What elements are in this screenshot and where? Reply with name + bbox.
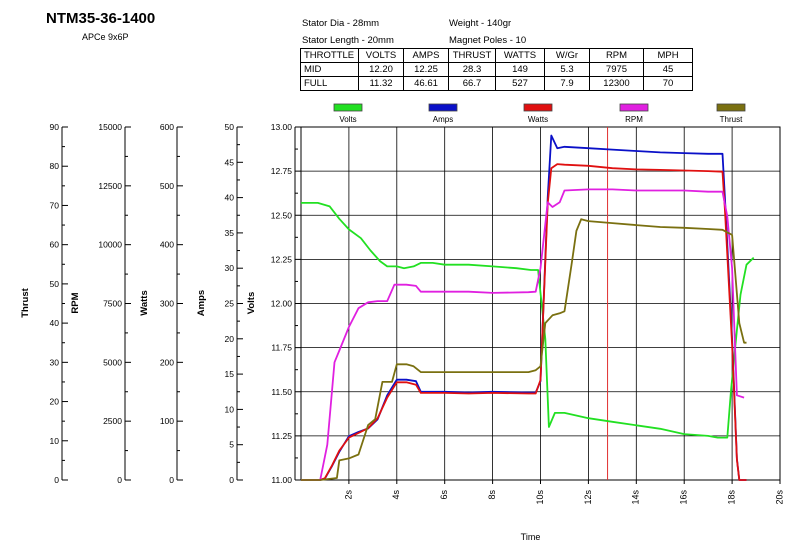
volts-tick-label: 12.75 <box>271 166 293 176</box>
rpm-tick-label: 12500 <box>98 181 122 191</box>
amps-tick-label: 30 <box>225 263 235 273</box>
table-row: FULL 11.32 46.61 66.7 527 7.9 12300 70 <box>300 76 693 91</box>
thrust-axis-title: Thrust <box>20 287 31 317</box>
table-header-row: THROTTLE VOLTS AMPS THRUST WATTS W/Gr RP… <box>300 48 693 63</box>
rpm-tick-label: 5000 <box>103 357 122 367</box>
legend-swatch-rpm <box>619 103 649 112</box>
rpm-tick-label: 2500 <box>103 416 122 426</box>
amps-tick-label: 45 <box>225 157 235 167</box>
x-tick-label: 8s <box>487 490 497 500</box>
thrust-tick-label: 20 <box>50 397 60 407</box>
series-line-thrust <box>301 218 747 481</box>
x-tick-label: 14s <box>631 490 641 505</box>
volts-tick-label: 12.50 <box>271 210 293 220</box>
volts-axis-title: Volts <box>246 292 257 315</box>
volts-tick-label: 11.50 <box>271 387 292 397</box>
thrust-tick-label: 90 <box>50 122 60 132</box>
x-tick-label: 6s <box>439 490 449 500</box>
prop-subtitle: APCe 9x6P <box>82 32 129 42</box>
rpm-axis-title: RPM <box>70 292 81 313</box>
amps-tick-label: 25 <box>225 299 235 309</box>
amps-axis-title: Amps <box>196 290 207 316</box>
legend-label-volts: Volts <box>339 115 356 124</box>
series-line-volts <box>301 201 755 439</box>
rpm-tick-label: 15000 <box>98 122 122 132</box>
amps-tick-label: 40 <box>225 193 235 203</box>
volts-tick-label: 12.25 <box>271 254 293 264</box>
spec-weight: Weight - 140gr <box>449 18 512 29</box>
thrust-tick-label: 10 <box>50 436 60 446</box>
legend-swatch-thrust <box>716 103 746 112</box>
volts-tick-label: 11.00 <box>271 475 292 485</box>
rpm-tick-label: 7500 <box>103 299 122 309</box>
thrust-tick-label: 70 <box>50 200 60 210</box>
x-tick-label: 16s <box>679 490 689 505</box>
series-line-watts <box>301 163 747 481</box>
table-cell: 527 <box>495 76 545 91</box>
volts-tick-label: 13.00 <box>271 122 293 132</box>
x-tick-label: 18s <box>726 490 736 505</box>
thrust-tick-label: 0 <box>54 475 59 485</box>
watts-tick-label: 200 <box>160 357 174 367</box>
volts-tick-label: 11.75 <box>271 343 292 353</box>
thrust-tick-label: 30 <box>50 357 60 367</box>
x-axis-title: Time <box>521 532 541 542</box>
rpm-tick-label: 10000 <box>98 240 122 250</box>
thrust-tick-label: 50 <box>50 279 60 289</box>
legend-label-rpm: RPM <box>625 115 643 124</box>
legend-label-watts: Watts <box>528 115 548 124</box>
amps-tick-label: 15 <box>225 369 235 379</box>
legend-label-amps: Amps <box>433 115 453 124</box>
volts-tick-label: 12.00 <box>271 299 293 309</box>
amps-tick-label: 0 <box>229 475 234 485</box>
amps-tick-label: 50 <box>225 122 235 132</box>
legend-swatch-amps <box>428 103 458 112</box>
rpm-tick-label: 0 <box>117 475 122 485</box>
chart-title: NTM35-36-1400 <box>46 10 156 27</box>
amps-tick-label: 5 <box>229 440 234 450</box>
watts-tick-label: 400 <box>160 240 174 250</box>
watts-tick-label: 500 <box>160 181 174 191</box>
watts-tick-label: 0 <box>169 475 174 485</box>
watts-tick-label: 100 <box>160 416 174 426</box>
spec-stator-dia: Stator Dia - 28mm <box>302 18 380 29</box>
watts-tick-label: 600 <box>160 122 174 132</box>
watts-axis-title: Watts <box>139 290 150 316</box>
amps-tick-label: 10 <box>225 404 235 414</box>
amps-tick-label: 35 <box>225 228 235 238</box>
amps-tick-label: 20 <box>225 334 235 344</box>
x-tick-label: 12s <box>583 490 593 505</box>
x-tick-label: 20s <box>774 490 784 505</box>
x-tick-label: 10s <box>535 490 545 505</box>
legend-swatch-volts <box>333 103 363 112</box>
spec-stator-length: Stator Length - 20mm <box>302 35 394 46</box>
x-tick-label: 4s <box>391 490 401 500</box>
spec-magnet-poles: Magnet Poles - 10 <box>449 35 527 46</box>
series-line-rpm <box>301 188 745 481</box>
watts-tick-label: 300 <box>160 299 174 309</box>
thrust-tick-label: 60 <box>50 240 60 250</box>
legend-label-thrust: Thrust <box>720 115 743 124</box>
legend-swatch-watts <box>523 103 553 112</box>
x-tick-label: 2s <box>343 490 353 500</box>
volts-tick-label: 11.25 <box>271 431 292 441</box>
thrust-tick-label: 40 <box>50 318 60 328</box>
table-cell: 70 <box>643 76 693 91</box>
performance-table: THROTTLE VOLTS AMPS THRUST WATTS W/Gr RP… <box>300 48 693 91</box>
thrust-tick-label: 80 <box>50 161 60 171</box>
